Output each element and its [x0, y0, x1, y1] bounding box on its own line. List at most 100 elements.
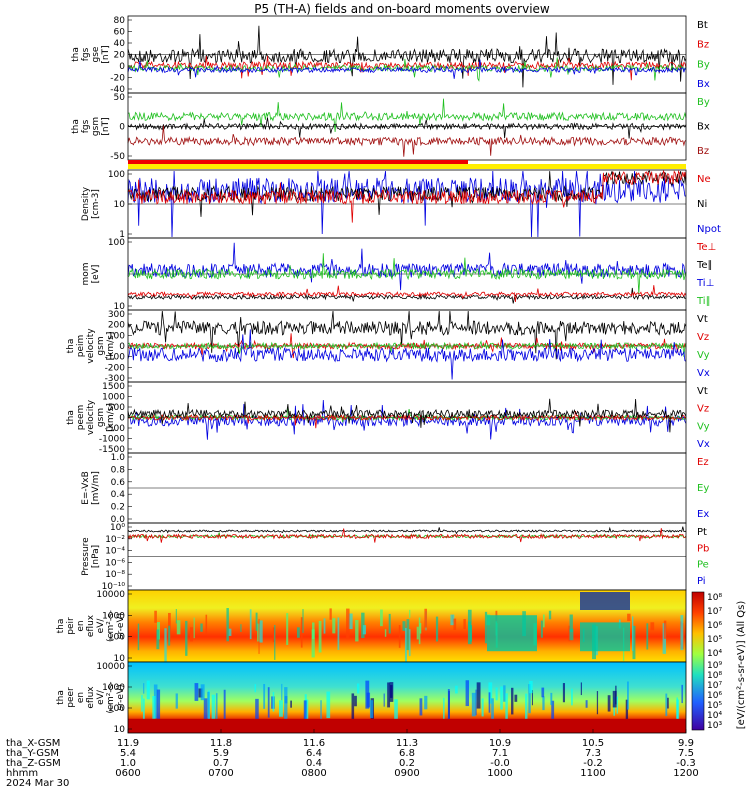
ephemeris-value: 0800: [301, 768, 326, 779]
ylabel: thapeirenefluxeV/(cm²-s-sr-eV): [56, 610, 126, 642]
spectrogram-stripe: [211, 694, 216, 723]
spectrogram-stripe: [156, 689, 161, 724]
ytick-label: 0.8: [111, 465, 126, 475]
legend-entry: Bx: [697, 122, 710, 133]
ephemeris-value: 1200: [673, 768, 698, 779]
spectrogram-stripe: [369, 700, 374, 718]
spectrogram-stripe: [284, 687, 288, 722]
colorbar-tick: 10⁷: [707, 681, 722, 691]
ylabel-line: eflux: [86, 614, 96, 637]
ylabel-line: tha: [66, 410, 76, 425]
spectrogram-stripe: [296, 627, 300, 638]
spectrogram-stripe: [404, 627, 407, 664]
ylabel-line: sr-eV): [116, 684, 126, 710]
trace-bx: [127, 117, 687, 139]
trace-vy: [127, 340, 687, 357]
panel-peir: 10000 1000 100 10 thapeirenefluxeV/(cm²-s-sr…: [56, 589, 687, 664]
colorbar-tick: 10⁶: [707, 621, 722, 631]
spectrogram-stripe: [255, 612, 258, 631]
ephemeris-value: 1000: [487, 768, 512, 779]
ylabel-line: gsm: [91, 117, 101, 136]
spectrogram-stripe: [388, 613, 391, 634]
ytick-label: 40: [114, 39, 126, 49]
ytick-label: 0: [119, 123, 125, 133]
legend-entry: Npot: [697, 224, 721, 235]
ytick-label: 10⁻²: [105, 535, 125, 545]
colorbar-tick: 10⁷: [707, 607, 722, 617]
panel-efield: 1.0 0.8 0.6 0.4 0.2 0.0 E=-VxB[mV/m] Ez Ey Ex: [81, 452, 709, 525]
spectrogram-stripe: [632, 625, 636, 660]
spectrogram-stripe: [418, 617, 421, 645]
spectrogram-stripe: [406, 619, 410, 651]
legend-entry: Ex: [697, 509, 709, 520]
legend-entry: Vt: [697, 314, 708, 325]
spectrogram-stripe: [542, 614, 545, 628]
ytick-label: 0: [119, 414, 125, 424]
spectrogram-stripe: [646, 623, 649, 650]
legend-entry: Vy: [697, 421, 710, 432]
spectrogram-stripe: [320, 700, 322, 729]
spectrogram-stripe: [503, 685, 506, 702]
spectrogram-stripe: [465, 680, 469, 707]
spectrogram-stripe: [300, 617, 303, 648]
legend-entry: Vx: [697, 368, 710, 379]
ylabel-line: peim: [76, 335, 86, 358]
spectrogram-stripe: [223, 689, 226, 724]
spectrogram-stripe: [146, 680, 150, 700]
spectrogram-stripe: [455, 685, 458, 694]
ytick-label: 20: [114, 51, 126, 61]
spectrogram-stripe: [676, 699, 680, 720]
spectrogram-stripe: [326, 691, 331, 719]
legend-entry: Bt: [697, 20, 708, 31]
spectrogram-stripe: [467, 609, 472, 645]
ytick-label: 10⁻⁸: [105, 570, 125, 580]
ylabel-line: [nT]: [101, 45, 111, 63]
ephemeris-value: 0.4: [306, 758, 322, 769]
ylabel: mom[eV]: [81, 262, 101, 285]
ephemeris-value: 11.8: [210, 738, 232, 749]
legend-entry: Pt: [697, 527, 707, 538]
trace-vx: [127, 399, 687, 440]
spectrogram-stripe: [424, 695, 428, 710]
legend-entry: Bx: [697, 79, 710, 90]
legend-entry: By: [697, 97, 710, 108]
spectrogram-stripe: [168, 625, 171, 646]
legend-entry: Vy: [697, 350, 710, 361]
spectrogram-stripe: [625, 699, 629, 730]
ytick-label: 1000: [102, 683, 125, 693]
ytick-label: 60: [114, 28, 126, 38]
spectrogram-stripe: [337, 617, 340, 650]
panels-group: 806040200-20-40thafgsgse[nT]BtBzByBx500-…: [56, 15, 721, 735]
ytick-label: 1000: [102, 611, 125, 621]
spectrogram-stripe: [346, 608, 350, 640]
spectrogram-stripe: [540, 620, 543, 638]
ytick-label: 10: [114, 200, 126, 210]
spectrogram-stripe: [281, 683, 283, 701]
spectrogram-stripe: [267, 687, 270, 718]
spectrogram-stripe: [318, 620, 322, 653]
legend-entry: Vx: [697, 439, 710, 450]
ylabel-line: eflux: [86, 686, 96, 709]
ytick-label: 10000: [96, 662, 125, 672]
ytick-label: 1500: [102, 382, 125, 392]
ytick-label: -20: [110, 74, 125, 84]
ytick-label: -50: [110, 152, 125, 162]
spectrogram-stripe: [500, 686, 503, 710]
legend-entry: Vz: [697, 332, 709, 343]
ephemeris-value: 7.1: [492, 748, 508, 759]
ytick-label: 10: [114, 654, 126, 664]
legend-entry: Bz: [697, 146, 709, 157]
ylabel-line: (cm²-s-: [106, 610, 116, 642]
spectrogram-stripe: [529, 681, 533, 694]
ephemeris-value: 7.3: [585, 748, 601, 759]
ephemeris-value: 9.9: [678, 738, 694, 749]
ytick-label: 100: [108, 170, 125, 180]
spectrogram-stripe: [402, 621, 406, 631]
ephemeris-value: 1100: [580, 768, 605, 779]
ylabel: E=-VxB[mV/m]: [81, 471, 101, 505]
spectrogram-stripe: [550, 692, 553, 705]
